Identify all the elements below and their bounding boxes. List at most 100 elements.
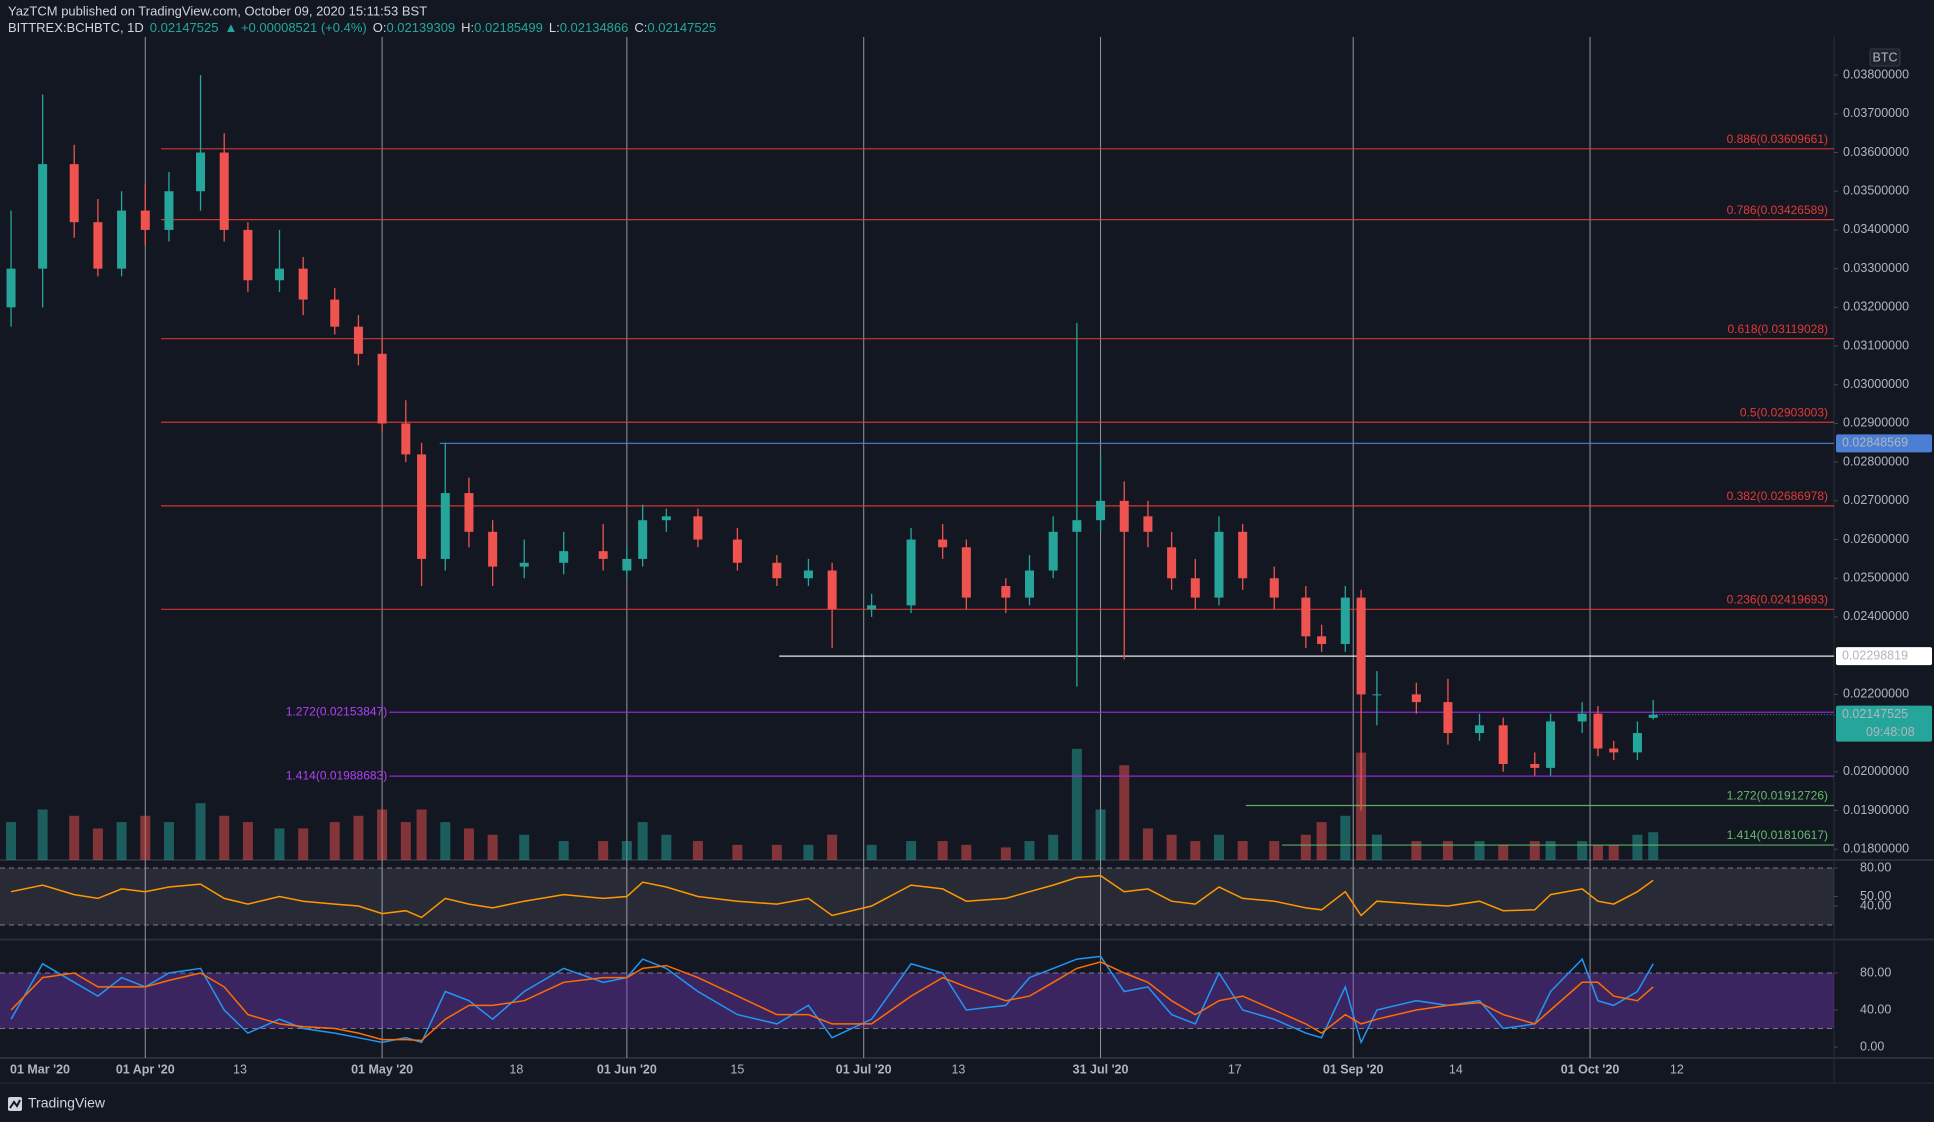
volume-bar: [1269, 841, 1280, 860]
y-tick-label: 0.03300000: [1843, 261, 1909, 275]
level-label: 1.272(0.01912726): [1727, 789, 1828, 803]
axis-price-label: 0.02848569: [1842, 436, 1908, 450]
volume-bar: [416, 809, 427, 860]
level-label: 1.272(0.02153847): [286, 704, 387, 718]
volume-bar: [440, 822, 451, 860]
volume-bar: [803, 844, 814, 860]
x-tick-label: 15: [730, 1062, 744, 1076]
candle-body: [867, 605, 877, 610]
volume-bar: [1648, 832, 1659, 860]
volume-bar: [298, 828, 309, 860]
volume-bar: [219, 815, 230, 860]
volume-bar: [1142, 828, 1153, 860]
candle-body: [1001, 585, 1011, 598]
x-tick-label: 01 Jun '20: [597, 1062, 657, 1076]
indicator-line: [10, 874, 1654, 919]
candle-body: [1411, 694, 1421, 703]
volume-bar: [163, 822, 174, 860]
volume-bar: [1095, 809, 1106, 860]
y-tick-label: 80.00: [1860, 965, 1891, 979]
candle-body: [1096, 500, 1106, 521]
volume-bar: [937, 841, 948, 860]
candle-body: [1546, 721, 1556, 768]
x-tick-label: 01 Oct '20: [1561, 1062, 1620, 1076]
candle-body: [661, 516, 671, 521]
currency-label: BTC: [1873, 50, 1898, 64]
candle-body: [772, 562, 782, 579]
ohlc-label: L:: [549, 20, 560, 35]
y-tick-label: 0.02500000: [1843, 571, 1909, 585]
level-label: 0.236(0.02419693): [1727, 593, 1828, 607]
candle-body: [377, 353, 387, 424]
brand-name: TradingView: [28, 1095, 106, 1111]
y-tick-label: 0.02000000: [1843, 764, 1909, 778]
level-label: 1.414(0.01810617): [1727, 828, 1828, 842]
candle-body: [1214, 531, 1224, 598]
band-fill: [0, 867, 1834, 925]
candle-body: [93, 222, 103, 269]
candle-body: [622, 558, 632, 571]
candle-body: [693, 516, 703, 540]
x-tick-label: 14: [1449, 1062, 1463, 1076]
volume-bar: [329, 822, 340, 860]
volume-bar: [195, 803, 206, 860]
candle-body: [732, 539, 742, 563]
candle-body: [638, 520, 648, 559]
candle-body: [1443, 702, 1453, 734]
candle-body: [1072, 520, 1082, 532]
candle-body: [196, 152, 206, 192]
candle-body: [1048, 531, 1058, 571]
candle-body: [243, 229, 253, 281]
last-price-box: [1836, 705, 1932, 742]
ohlc-label: C:: [634, 20, 647, 35]
volume-bar: [1190, 841, 1201, 860]
volume-bar: [1529, 841, 1540, 860]
volume-bar: [1474, 841, 1485, 860]
volume-bar: [732, 844, 743, 860]
volume-bar: [961, 844, 972, 860]
volume-bar: [1442, 841, 1453, 860]
y-tick-label: 0.00: [1860, 1039, 1884, 1053]
candle-body: [274, 268, 284, 281]
candle-body: [1340, 597, 1350, 645]
x-tick-label: 01 Sep '20: [1323, 1062, 1384, 1076]
candle-body: [1143, 516, 1153, 532]
y-tick-label: 0.02400000: [1843, 609, 1909, 623]
volume-bar: [1498, 844, 1509, 860]
candle-body: [401, 423, 411, 455]
volume-bar: [1545, 841, 1556, 860]
level-label: 1.414(0.01988683): [286, 768, 387, 782]
candle-body: [559, 551, 569, 563]
candle-body: [117, 210, 127, 269]
y-tick-label: 0.01800000: [1843, 841, 1909, 855]
logo-glyph: [9, 1099, 21, 1109]
candle-body: [1475, 725, 1485, 734]
volume-bar: [487, 834, 498, 860]
volume-bar: [1577, 841, 1588, 860]
candle-body: [803, 570, 813, 579]
candle-body: [330, 299, 340, 327]
y-tick-label: 0.03500000: [1843, 184, 1909, 198]
candle-body: [488, 531, 498, 567]
candle-body: [219, 152, 229, 230]
y-tick-label: 0.02900000: [1843, 416, 1909, 430]
y-tick-label: 0.01900000: [1843, 803, 1909, 817]
candle-body: [1025, 570, 1035, 598]
candle-body: [140, 210, 150, 230]
last: 0.02147525: [150, 20, 219, 35]
candle-body: [164, 191, 174, 230]
volume-bar: [1048, 834, 1059, 860]
x-tick-label: 13: [951, 1062, 965, 1076]
candle-body: [1632, 733, 1642, 753]
volume-bar: [1237, 841, 1248, 860]
y-tick-label: 0.02700000: [1843, 493, 1909, 507]
volume-bar: [1024, 841, 1035, 860]
change: ▲ +0.00008521 (+0.4%): [224, 20, 366, 35]
volume-bar: [1316, 822, 1327, 860]
volume-bar: [274, 828, 285, 860]
level-label: 0.886(0.03609661): [1727, 132, 1828, 146]
band-fill: [0, 973, 1834, 1029]
candle-body: [1609, 748, 1619, 753]
